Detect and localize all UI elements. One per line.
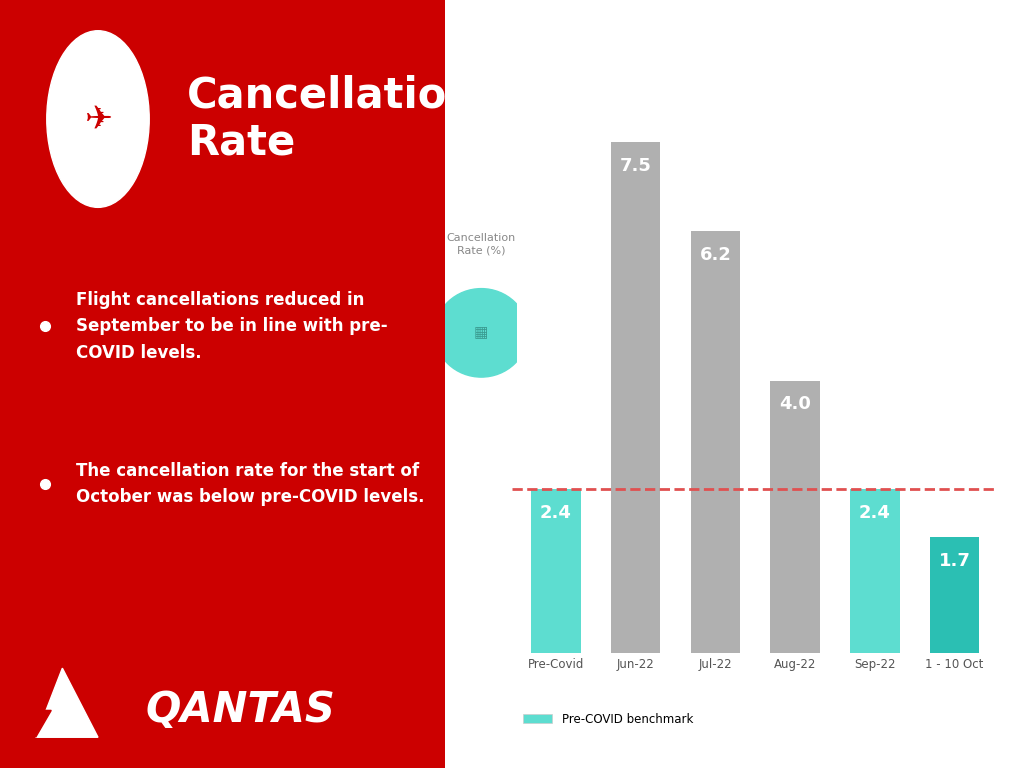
Bar [531,489,581,653]
Text: 7.5: 7.5 [620,157,651,175]
Text: Cancellation
Rate (%): Cancellation Rate (%) [446,233,516,256]
Polygon shape [36,668,98,737]
Text: 2.4: 2.4 [859,505,891,522]
Text: 4.0: 4.0 [779,396,811,413]
Bar [770,380,820,653]
Bar [690,230,740,653]
Circle shape [47,31,150,207]
Text: QANTAS: QANTAS [145,690,336,731]
Text: ▦: ▦ [474,326,488,340]
Polygon shape [36,710,51,737]
Bar [611,142,660,653]
Text: 1.7: 1.7 [939,552,971,570]
Text: ✈: ✈ [84,103,112,135]
Bar [850,489,899,653]
Text: 2.4: 2.4 [540,505,571,522]
Text: The cancellation rate for the start of
October was below pre-COVID levels.: The cancellation rate for the start of O… [76,462,424,506]
Text: Cancellation
Rate: Cancellation Rate [187,74,477,164]
Circle shape [434,289,528,377]
Legend: Pre-COVID benchmark: Pre-COVID benchmark [518,708,697,731]
Text: Flight cancellations reduced in
September to be in line with pre-
COVID levels.: Flight cancellations reduced in Septembe… [76,291,387,362]
Bar [930,537,979,653]
Text: 6.2: 6.2 [699,246,731,263]
